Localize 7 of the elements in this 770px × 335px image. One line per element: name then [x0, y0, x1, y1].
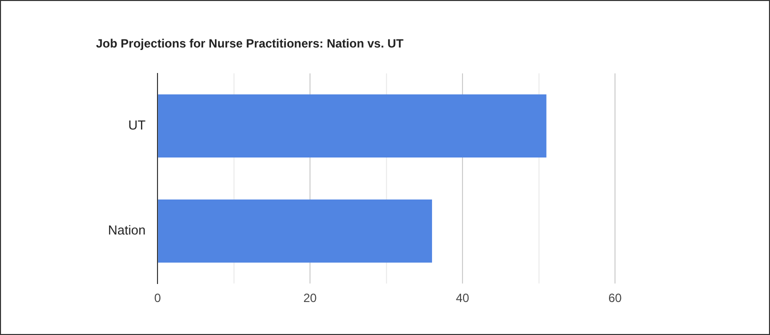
x-tick-label: 20: [303, 291, 318, 306]
y-tick-label: UT: [128, 118, 146, 133]
x-tick-label: 40: [456, 291, 470, 306]
chart-title: Job Projections for Nurse Practitioners: Nation vs. UT: [96, 36, 404, 51]
x-tick-label: 60: [608, 291, 622, 306]
x-tick-label: 0: [154, 291, 162, 306]
y-tick-label: Nation: [108, 222, 146, 238]
